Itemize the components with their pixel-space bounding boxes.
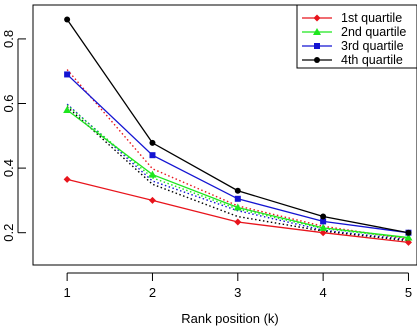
data-point: [404, 233, 413, 241]
data-point: [148, 170, 157, 178]
x-tick-label: 2: [149, 285, 156, 300]
data-point: [234, 218, 242, 226]
series-2nd-quartile: [63, 105, 413, 241]
legend-marker: [314, 57, 320, 63]
legend-marker: [313, 28, 321, 35]
x-tick-label: 3: [234, 285, 241, 300]
data-point: [148, 196, 156, 204]
legend-label: 4th quartile: [341, 53, 403, 67]
data-point: [234, 195, 241, 202]
dotted-series-line: [66, 104, 409, 239]
series-4th-quartile: [64, 16, 412, 236]
data-point: [149, 139, 156, 146]
data-point: [404, 238, 412, 246]
y-tick-label: 0.6: [1, 94, 16, 112]
data-point: [319, 229, 327, 237]
plot-frame: [32, 4, 417, 266]
series-group: [63, 16, 413, 246]
x-axis-label: Rank position (k): [181, 311, 279, 326]
x-tick-label: 1: [64, 285, 71, 300]
dotted-series-line: [66, 106, 409, 242]
data-point: [405, 229, 412, 236]
legend-marker: [313, 14, 321, 22]
dotted-series-group: [66, 69, 409, 242]
series-1st-quartile: [63, 175, 412, 246]
legend-label: 2nd quartile: [341, 25, 406, 39]
data-point: [320, 213, 327, 220]
y-tick-label: 0.4: [1, 159, 16, 177]
x-tick-label: 4: [320, 285, 327, 300]
data-point: [149, 152, 156, 159]
series-line: [66, 109, 409, 239]
y-axis: 0.2 0.4 0.6 0.8: [1, 30, 26, 242]
data-point: [234, 187, 241, 194]
y-tick-label: 0.8: [1, 30, 16, 48]
legend-label: 1st quartile: [341, 11, 402, 25]
data-point: [64, 71, 71, 78]
data-point: [63, 105, 72, 113]
data-point: [63, 175, 71, 183]
dotted-series-line: [66, 69, 409, 240]
legend-label: 3rd quartile: [341, 39, 404, 53]
data-point: [64, 16, 71, 23]
legend-marker: [314, 43, 320, 49]
x-tick-label: 5: [405, 285, 412, 300]
data-point: [320, 218, 327, 225]
x-axis: 1 2 3 4 5: [64, 272, 412, 300]
data-point: [319, 223, 328, 231]
dotted-series-line: [66, 103, 409, 241]
y-tick-label: 0.2: [1, 224, 16, 242]
data-point: [233, 203, 242, 211]
